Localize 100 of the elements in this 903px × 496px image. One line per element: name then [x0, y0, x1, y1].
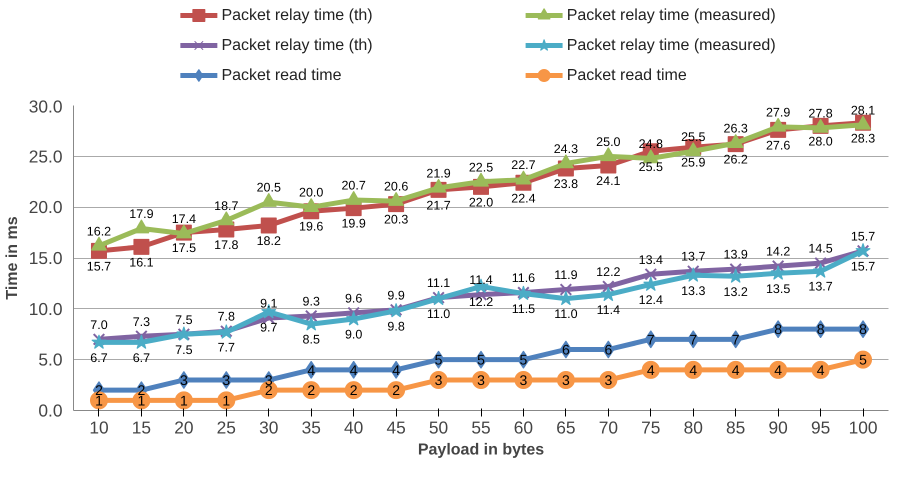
data-label: 3 [520, 372, 528, 388]
legend-label: Packet read time [566, 67, 687, 84]
data-label: 24.1 [596, 174, 621, 188]
data-label: 4 [350, 362, 358, 378]
y-tick-label: 20.0 [28, 197, 63, 218]
data-label: 2 [307, 382, 316, 398]
data-label: 9.8 [387, 319, 405, 334]
data-label: 19.9 [341, 216, 366, 231]
data-label: 20.7 [341, 178, 366, 193]
data-label: 25.9 [681, 156, 706, 170]
data-label: 15.7 [850, 229, 876, 244]
x-tick-label: 35 [302, 418, 321, 438]
y-axis-title: Time in ms [4, 216, 21, 300]
data-label: 21.7 [426, 198, 451, 212]
data-label: 16.1 [129, 255, 154, 270]
data-label: 15.7 [86, 259, 112, 274]
data-label: 27.6 [766, 138, 790, 152]
x-tick-label: 10 [89, 418, 109, 438]
data-label: 11.6 [512, 271, 536, 286]
data-label: 7.8 [218, 310, 236, 324]
y-tick-label: 25.0 [28, 146, 63, 166]
data-label: 22.5 [468, 160, 494, 174]
data-label: 7 [732, 331, 740, 348]
data-label: 11.4 [469, 273, 493, 288]
data-label: 7 [689, 331, 698, 348]
x-tick-label: 60 [514, 418, 534, 438]
data-label: 20.3 [384, 212, 408, 227]
data-label: 2 [392, 382, 400, 398]
data-label: 28.3 [850, 131, 876, 146]
data-label: 2 [350, 382, 358, 398]
data-label: 22.7 [511, 158, 536, 172]
data-label: 11.1 [426, 276, 450, 290]
data-label: 18.2 [256, 234, 281, 248]
data-label: 13.9 [724, 248, 748, 262]
data-label: 17.8 [214, 238, 239, 252]
data-label: 17.4 [172, 212, 196, 226]
data-label: 17.5 [172, 241, 196, 256]
x-tick-label: 65 [556, 418, 576, 438]
data-label: 3 [562, 372, 570, 388]
data-label: 17.9 [129, 207, 154, 222]
data-label: 4 [392, 362, 400, 378]
data-label: 4 [307, 362, 316, 378]
legend-label: Packet relay time (th) [221, 37, 373, 54]
legend-label: Packet read time [221, 67, 342, 84]
data-label: 4 [646, 362, 655, 378]
data-label: 22.0 [468, 195, 494, 210]
y-tick-label: 0.0 [38, 400, 63, 420]
data-label: 6.7 [132, 350, 150, 365]
data-label: 13.7 [808, 280, 833, 294]
data-label: 1 [222, 392, 230, 408]
x-tick-label: 100 [848, 418, 878, 438]
data-label: 24.3 [554, 142, 578, 156]
data-label: 8 [859, 321, 868, 338]
y-tick-label: 30.0 [28, 96, 63, 116]
x-tick-label: 40 [344, 418, 364, 438]
data-label: 25.5 [638, 160, 664, 174]
data-label: 7.7 [218, 340, 236, 355]
data-label: 27.9 [766, 105, 790, 120]
data-label: 21.9 [426, 166, 451, 180]
data-label: 5 [434, 352, 443, 368]
data-label: 6 [604, 342, 612, 358]
data-label: 4 [732, 362, 740, 378]
data-label: 28.1 [850, 103, 876, 118]
data-label: 5 [520, 352, 528, 368]
data-label: 4 [689, 362, 698, 378]
x-tick-label: 90 [768, 418, 788, 438]
data-label: 23.8 [554, 177, 578, 192]
data-label: 20.5 [256, 180, 281, 195]
data-label: 18.7 [214, 198, 239, 213]
data-label: 9.1 [260, 296, 278, 310]
data-label: 11.0 [426, 307, 450, 322]
data-label: 9.0 [344, 328, 362, 342]
data-label: 11.5 [512, 302, 536, 316]
x-tick-label: 70 [598, 418, 618, 438]
data-label: 22.4 [511, 191, 536, 206]
data-label: 20.6 [384, 180, 408, 194]
data-label: 7.3 [132, 314, 150, 329]
data-label: 3 [180, 372, 188, 388]
y-tick-label: 5.0 [38, 350, 63, 370]
data-label: 13.4 [638, 252, 664, 267]
data-label: 15.7 [850, 259, 876, 274]
data-label: 20.0 [299, 186, 324, 200]
data-label: 3 [434, 372, 443, 388]
data-label: 1 [180, 392, 188, 408]
data-label: 7.0 [90, 318, 108, 332]
y-tick-label: 10.0 [28, 298, 63, 319]
x-tick-label: 15 [132, 418, 152, 438]
data-label: 4 [816, 362, 825, 378]
data-label: 28.0 [808, 134, 833, 148]
data-label: 5 [859, 352, 868, 368]
data-label: 25.0 [596, 134, 621, 149]
x-tick-label: 80 [684, 418, 703, 438]
data-label: 3 [477, 372, 486, 388]
data-label: 8 [774, 321, 782, 338]
data-label: 9.6 [344, 291, 362, 306]
data-label: 3 [604, 372, 612, 388]
data-label: 12.2 [468, 294, 494, 309]
legend-label: Packet relay time (measured) [566, 37, 776, 54]
x-tick-label: 85 [726, 418, 746, 438]
data-label: 13.3 [681, 284, 706, 298]
